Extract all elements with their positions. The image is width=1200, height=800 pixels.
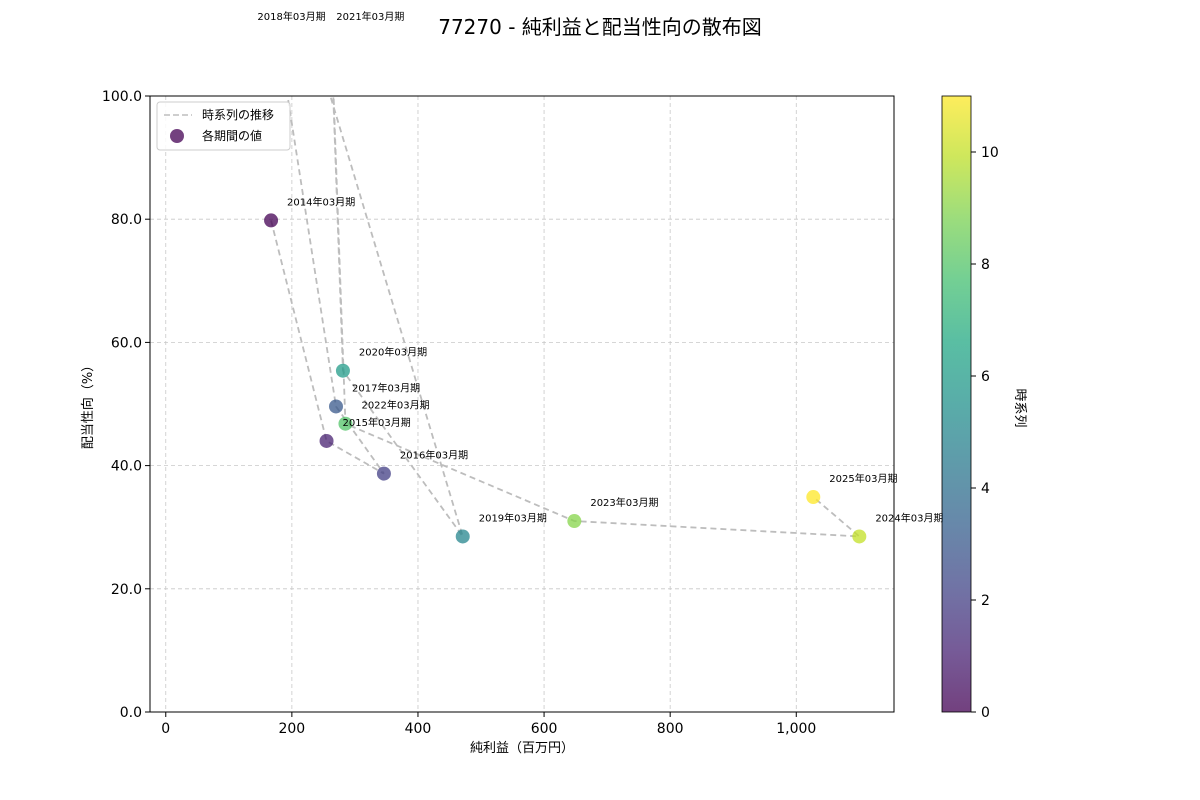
data-point bbox=[852, 529, 867, 544]
y-tick-label: 20.0 bbox=[111, 582, 142, 598]
y-tick-label: 100.0 bbox=[102, 89, 142, 105]
data-point bbox=[376, 466, 391, 481]
point-label: 2023年03月期 bbox=[590, 496, 658, 509]
colorbar: 0 2 4 6 8 10 時系列 bbox=[941, 95, 1027, 721]
plot-area-frame bbox=[149, 95, 895, 713]
colorbar-gradient bbox=[941, 95, 972, 713]
data-point bbox=[455, 529, 470, 544]
point-label: 2022年03月期 bbox=[361, 399, 429, 412]
point-label: 2016年03月期 bbox=[400, 449, 468, 462]
data-point bbox=[329, 399, 343, 414]
colorbar-tick-label: 6 bbox=[981, 369, 990, 385]
colorbar-tick-label: 4 bbox=[981, 481, 990, 497]
point-label: 2024年03月期 bbox=[875, 511, 943, 524]
y-tick-label: 40.0 bbox=[111, 459, 142, 475]
y-tick-label: 0.0 bbox=[120, 705, 142, 721]
point-label: 2018年03月期 bbox=[257, 10, 325, 23]
data-point bbox=[264, 213, 279, 228]
x-tick-label: 800 bbox=[657, 721, 684, 737]
x-tick-label: 600 bbox=[531, 721, 558, 737]
y-axis-ticks: 0.0 20.0 40.0 60.0 80.0 100.0 bbox=[102, 89, 150, 721]
x-tick-label: 400 bbox=[405, 721, 432, 737]
x-tick-label: 0 bbox=[161, 721, 170, 737]
colorbar-ticks: 0 2 4 6 8 10 bbox=[971, 145, 999, 721]
point-label: 2020年03月期 bbox=[359, 346, 427, 359]
chart-title: 77270 - 純利益と配当性向の散布図 bbox=[438, 15, 762, 39]
point-label: 2014年03月期 bbox=[287, 195, 355, 208]
colorbar-tick-label: 10 bbox=[981, 145, 999, 161]
point-label: 2019年03月期 bbox=[479, 511, 547, 524]
grid bbox=[150, 95, 894, 713]
data-point bbox=[335, 363, 350, 378]
x-tick-label: 200 bbox=[278, 721, 305, 737]
time-series-line bbox=[270, 96, 862, 538]
point-label: 2025年03月期 bbox=[829, 472, 897, 485]
colorbar-tick-label: 2 bbox=[981, 593, 990, 609]
y-tick-label: 60.0 bbox=[111, 335, 142, 351]
x-axis-label: 純利益（百万円） bbox=[470, 741, 574, 756]
colorbar-label: 時系列 bbox=[1012, 388, 1027, 427]
point-labels: 2014年03月期 2015年03月期 2016年03月期 2017年03月期 2018… bbox=[257, 10, 943, 524]
data-point bbox=[806, 490, 821, 505]
y-tick-label: 80.0 bbox=[111, 212, 142, 228]
legend-box bbox=[156, 101, 291, 151]
time-series-polyline bbox=[270, 96, 862, 538]
data-point bbox=[338, 416, 353, 431]
legend-points-label: 各期間の値 bbox=[202, 128, 262, 143]
data-points bbox=[264, 213, 867, 544]
point-label: 2017年03月期 bbox=[352, 381, 420, 394]
colorbar-tick-label: 8 bbox=[981, 257, 990, 273]
colorbar-tick-label: 0 bbox=[981, 705, 990, 721]
x-tick-label: 1,000 bbox=[776, 721, 816, 737]
data-point bbox=[567, 514, 582, 529]
point-label: 2015年03月期 bbox=[343, 416, 411, 429]
point-label: 2021年03月期 bbox=[336, 10, 404, 23]
legend-line-label: 時系列の推移 bbox=[202, 108, 274, 122]
legend: 時系列の推移 各期間の値 bbox=[156, 101, 291, 151]
y-axis-label: 配当性向（%） bbox=[80, 359, 96, 449]
legend-point-swatch bbox=[170, 129, 184, 143]
data-point bbox=[319, 433, 334, 448]
x-axis-ticks: 0 200 400 600 800 1,000 bbox=[161, 712, 816, 737]
